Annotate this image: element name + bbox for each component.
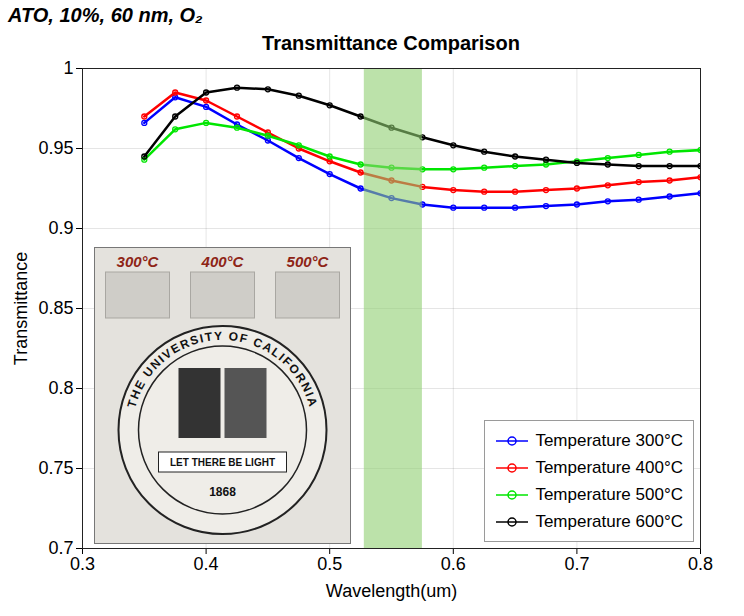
svg-text:Transmittance: Transmittance xyxy=(11,252,31,365)
svg-text:500°C: 500°C xyxy=(287,253,330,270)
svg-text:0.85: 0.85 xyxy=(38,298,73,318)
svg-text:0.8: 0.8 xyxy=(48,378,73,398)
html-text:Temperature 300°C: Temperature 300°C xyxy=(535,430,683,450)
html-text:Temperature 600°C: Temperature 600°C xyxy=(535,511,683,531)
html-text:ATO, 10%, 60 nm, O₂: ATO, 10%, 60 nm, O₂ xyxy=(8,4,203,26)
svg-text:THE UNIVERSITY OF CALIFORNIA: THE UNIVERSITY OF CALIFORNIA xyxy=(124,329,320,409)
svg-text:0.95: 0.95 xyxy=(38,138,73,158)
html-text:Temperature 400°C: Temperature 400°C xyxy=(535,457,683,477)
svg-text:0.8: 0.8 xyxy=(688,554,713,574)
svg-text:1: 1 xyxy=(63,58,73,78)
svg-text:LET THERE BE LIGHT: LET THERE BE LIGHT xyxy=(170,457,275,468)
svg-text:0.6: 0.6 xyxy=(441,554,466,574)
svg-text:0.3: 0.3 xyxy=(70,554,95,574)
svg-text:0.4: 0.4 xyxy=(194,554,219,574)
svg-text:0.5: 0.5 xyxy=(317,554,342,574)
svg-text:300°C: 300°C xyxy=(117,253,160,270)
svg-text:1868: 1868 xyxy=(209,485,236,499)
svg-text:0.7: 0.7 xyxy=(564,554,589,574)
svg-text:0.7: 0.7 xyxy=(48,538,74,559)
svg-text:0.75: 0.75 xyxy=(38,458,73,478)
html-text:Transmittance Comparison: Transmittance Comparison xyxy=(262,32,520,54)
svg-text:400°C: 400°C xyxy=(201,253,245,270)
svg-text:Wavelength(um): Wavelength(um) xyxy=(326,581,457,601)
html-text:Temperature 500°C: Temperature 500°C xyxy=(535,484,683,504)
svg-text:0.9: 0.9 xyxy=(48,218,73,238)
